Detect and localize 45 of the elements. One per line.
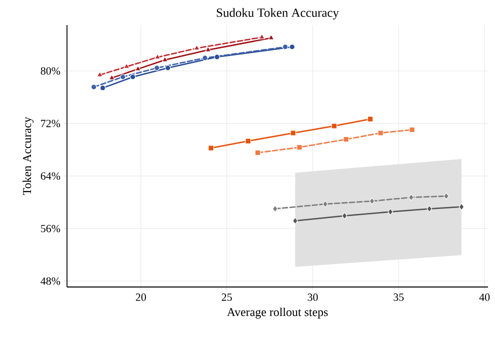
- point: [108, 74, 115, 80]
- x-axis-title: Average rollout steps: [226, 308, 328, 319]
- point: [208, 145, 214, 151]
- point: [164, 65, 171, 71]
- point: [130, 74, 136, 80]
- x-tick-label: 30: [308, 294, 318, 301]
- point: [282, 44, 288, 50]
- y-tick-label: 80%: [40, 67, 60, 75]
- point: [296, 144, 302, 150]
- point: [342, 212, 348, 220]
- point: [458, 203, 464, 210]
- point: [378, 130, 384, 136]
- chart-title: Sudoku Token Accuracy: [216, 8, 339, 20]
- point: [444, 192, 449, 200]
- point: [100, 85, 106, 91]
- point: [292, 217, 298, 224]
- x-tick-label: 35: [394, 294, 404, 301]
- point: [367, 116, 374, 122]
- x-tick-label: 40: [479, 294, 490, 301]
- point: [202, 55, 208, 61]
- point: [258, 34, 265, 40]
- point: [426, 205, 432, 212]
- point: [120, 74, 126, 80]
- point: [369, 198, 375, 205]
- point: [388, 208, 394, 216]
- point: [214, 54, 220, 60]
- point: [290, 130, 296, 136]
- point: [245, 138, 252, 144]
- point: [154, 65, 160, 71]
- x-tick-label: 25: [222, 294, 232, 301]
- y-tick-label: 56%: [41, 224, 60, 232]
- x-tick-label: 20: [136, 294, 146, 301]
- point: [162, 56, 168, 62]
- point: [154, 54, 161, 60]
- y-tick-label: 64%: [40, 172, 60, 180]
- y-tick-label: 72%: [41, 120, 60, 128]
- point: [331, 123, 338, 129]
- point: [322, 200, 328, 208]
- point: [272, 205, 278, 212]
- point: [90, 84, 97, 90]
- y-axis-title: Token Accuracy: [22, 116, 34, 196]
- y-tick-label: 48%: [40, 277, 60, 285]
- point: [289, 44, 295, 50]
- point: [134, 66, 142, 71]
- point: [408, 194, 414, 201]
